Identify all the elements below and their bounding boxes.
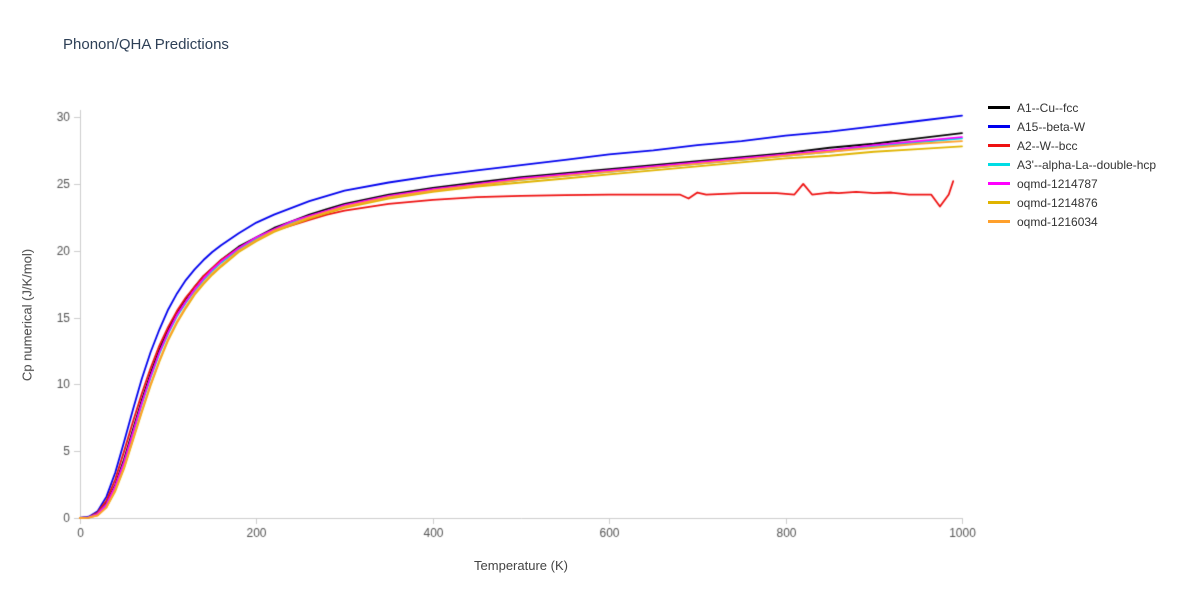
y-axis-label: Cp numerical (J/K/mol) bbox=[19, 248, 35, 382]
legend-item[interactable]: oqmd-1216034 bbox=[988, 212, 1156, 231]
legend-swatch bbox=[988, 144, 1010, 147]
legend-label: oqmd-1214787 bbox=[1017, 176, 1098, 191]
legend-swatch bbox=[988, 106, 1010, 109]
legend-label: A1--Cu--fcc bbox=[1017, 100, 1079, 115]
chart-title: Phonon/QHA Predictions bbox=[63, 36, 229, 53]
legend-label: A15--beta-W bbox=[1017, 119, 1086, 134]
legend-label: A3'--alpha-La--double-hcp bbox=[1017, 157, 1157, 172]
x-axis-label: Temperature (K) bbox=[474, 558, 568, 573]
legend-label: oqmd-1216034 bbox=[1017, 214, 1098, 229]
legend-item[interactable]: oqmd-1214876 bbox=[988, 193, 1156, 212]
legend-label: oqmd-1214876 bbox=[1017, 195, 1098, 210]
legend-item[interactable]: A3'--alpha-La--double-hcp bbox=[988, 155, 1156, 174]
legend-item[interactable]: A1--Cu--fcc bbox=[988, 98, 1156, 117]
legend-swatch bbox=[988, 182, 1010, 185]
legend-item[interactable]: oqmd-1214787 bbox=[988, 174, 1156, 193]
legend-label: A2--W--bcc bbox=[1017, 138, 1078, 153]
legend-swatch bbox=[988, 220, 1010, 223]
legend-swatch bbox=[988, 163, 1010, 166]
legend-swatch bbox=[988, 125, 1010, 128]
legend: A1--Cu--fcc A15--beta-W A2--W--bcc A3'--alp… bbox=[988, 98, 1156, 231]
legend-item[interactable]: A15--beta-W bbox=[988, 117, 1156, 136]
legend-item[interactable]: A2--W--bcc bbox=[988, 136, 1156, 155]
legend-swatch bbox=[988, 201, 1010, 204]
